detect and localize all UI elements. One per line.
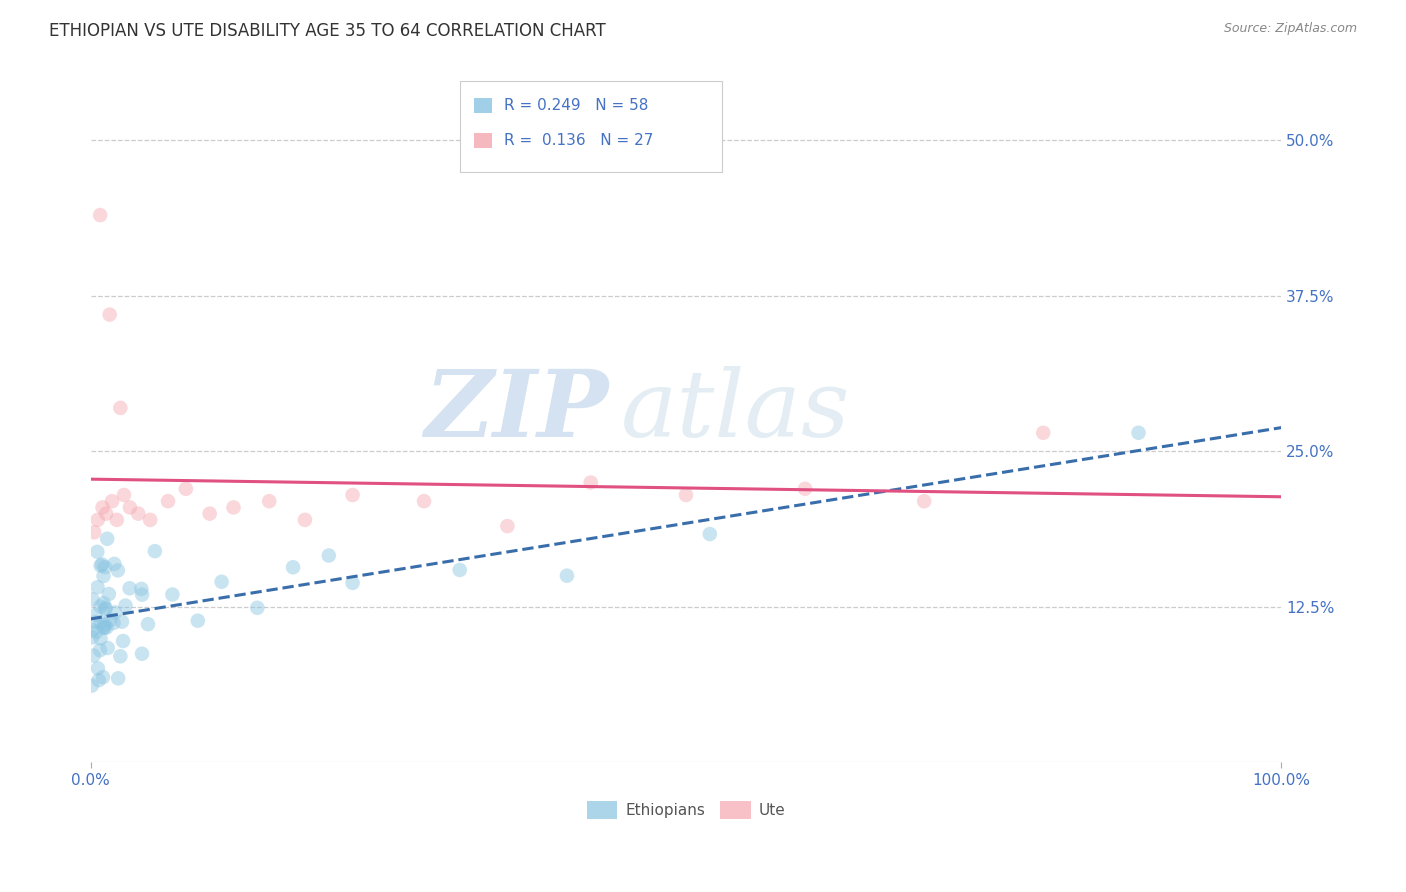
Ethiopians bbox=[98, 613, 121, 627]
Ethiopians bbox=[84, 624, 107, 639]
Ethiopians bbox=[94, 560, 117, 574]
Ute bbox=[105, 513, 128, 527]
Ethiopians bbox=[118, 582, 141, 596]
Ute bbox=[198, 507, 221, 521]
Ute bbox=[83, 525, 105, 540]
Ethiopians bbox=[93, 569, 115, 583]
Ethiopians bbox=[96, 621, 118, 635]
Ethiopians bbox=[107, 563, 129, 577]
Ute bbox=[110, 401, 132, 415]
Ute bbox=[101, 494, 124, 508]
Text: Source: ZipAtlas.com: Source: ZipAtlas.com bbox=[1223, 22, 1357, 36]
Ethiopians bbox=[89, 599, 111, 614]
FancyBboxPatch shape bbox=[460, 80, 721, 172]
Ethiopians bbox=[83, 648, 105, 663]
Ute bbox=[794, 482, 817, 496]
Ute bbox=[579, 475, 602, 490]
Ethiopians bbox=[1128, 425, 1150, 440]
Text: R = 0.249   N = 58: R = 0.249 N = 58 bbox=[505, 98, 648, 112]
Ethiopians bbox=[80, 679, 103, 693]
Ethiopians bbox=[96, 532, 118, 546]
Ethiopians bbox=[318, 549, 340, 563]
Ute bbox=[139, 513, 162, 527]
Ute bbox=[98, 308, 121, 322]
Ethiopians bbox=[90, 558, 112, 573]
Ethiopians bbox=[281, 560, 304, 574]
Ethiopians bbox=[94, 600, 117, 615]
Ethiopians bbox=[84, 607, 107, 622]
Ethiopians bbox=[82, 631, 104, 645]
Bar bbox=[474, 97, 492, 113]
Ethiopians bbox=[93, 620, 115, 634]
Ethiopians bbox=[104, 606, 127, 620]
Ethiopians bbox=[555, 568, 578, 582]
Ethiopians bbox=[93, 596, 115, 610]
Ethiopians bbox=[97, 587, 120, 601]
Ute bbox=[94, 507, 117, 521]
Ute bbox=[912, 494, 935, 508]
Ute bbox=[174, 482, 197, 496]
Ute bbox=[89, 208, 111, 222]
Ethiopians bbox=[114, 599, 136, 613]
Ethiopians bbox=[699, 527, 721, 541]
Ethiopians bbox=[162, 587, 184, 601]
Ute bbox=[496, 519, 519, 533]
Ethiopians bbox=[107, 671, 129, 685]
Ethiopians bbox=[112, 634, 135, 648]
Ethiopians bbox=[86, 580, 108, 594]
Bar bbox=[474, 133, 492, 148]
Ethiopians bbox=[93, 621, 115, 635]
Ethiopians bbox=[87, 673, 110, 688]
Text: ETHIOPIAN VS UTE DISABILITY AGE 35 TO 64 CORRELATION CHART: ETHIOPIAN VS UTE DISABILITY AGE 35 TO 64… bbox=[49, 22, 606, 40]
Ethiopians bbox=[131, 582, 153, 596]
Ethiopians bbox=[131, 647, 153, 661]
Ute bbox=[112, 488, 135, 502]
Ethiopians bbox=[143, 544, 166, 558]
Ethiopians bbox=[131, 588, 153, 602]
Ethiopians bbox=[80, 623, 103, 637]
Ethiopians bbox=[89, 643, 111, 657]
Text: ZIP: ZIP bbox=[425, 366, 609, 456]
Ethiopians bbox=[110, 649, 132, 664]
Ethiopians bbox=[187, 614, 209, 628]
Ethiopians bbox=[211, 574, 233, 589]
Ute bbox=[1032, 425, 1054, 440]
Ute bbox=[118, 500, 141, 515]
Ethiopians bbox=[111, 615, 134, 629]
Ethiopians bbox=[90, 632, 112, 646]
Ethiopians bbox=[87, 661, 110, 675]
Ethiopians bbox=[82, 592, 104, 607]
Ethiopians bbox=[246, 600, 269, 615]
Ethiopians bbox=[84, 615, 107, 629]
Ethiopians bbox=[103, 615, 125, 630]
Ute bbox=[342, 488, 364, 502]
Ethiopians bbox=[342, 575, 364, 590]
Ute bbox=[413, 494, 436, 508]
Ethiopians bbox=[94, 602, 117, 616]
Text: R =  0.136   N = 27: R = 0.136 N = 27 bbox=[505, 133, 654, 148]
Ethiopians bbox=[86, 545, 108, 559]
Ethiopians bbox=[93, 617, 115, 632]
Ethiopians bbox=[136, 617, 159, 632]
Ute bbox=[127, 507, 149, 521]
Ethiopians bbox=[103, 557, 125, 571]
Text: atlas: atlas bbox=[620, 366, 851, 456]
Ute bbox=[675, 488, 697, 502]
Ethiopians bbox=[97, 640, 120, 655]
Ute bbox=[257, 494, 280, 508]
Ute bbox=[87, 513, 110, 527]
Ute bbox=[222, 500, 245, 515]
Ethiopians bbox=[90, 615, 112, 630]
Ute bbox=[91, 500, 114, 515]
Legend: Ethiopians, Ute: Ethiopians, Ute bbox=[581, 795, 792, 825]
Ethiopians bbox=[91, 670, 114, 684]
Ethiopians bbox=[449, 563, 471, 577]
Ute bbox=[156, 494, 179, 508]
Ethiopians bbox=[91, 558, 114, 572]
Ute bbox=[294, 513, 316, 527]
